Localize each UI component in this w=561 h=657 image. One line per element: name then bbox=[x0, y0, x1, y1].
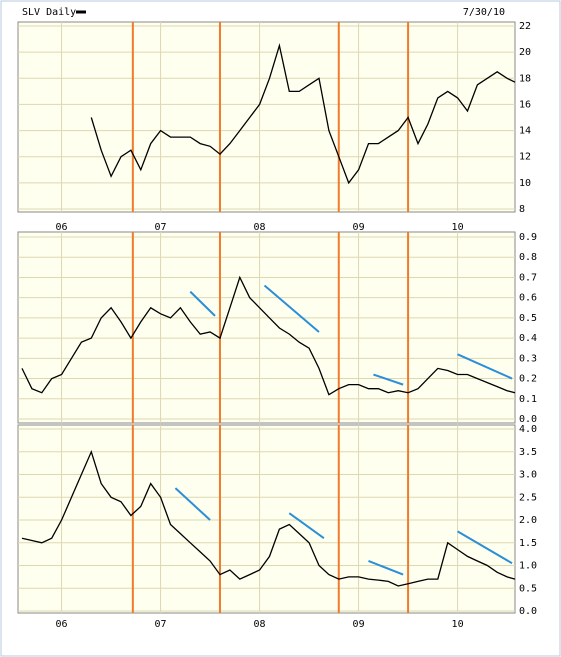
y-tick-label: 0.6 bbox=[519, 293, 537, 304]
x-tick-label: 09 bbox=[353, 222, 365, 233]
x-tick-label: 09 bbox=[353, 619, 365, 630]
y-tick-label: 10 bbox=[519, 178, 531, 189]
chart-subtitle: 7/30/10 bbox=[463, 7, 505, 18]
y-tick-label: 18 bbox=[519, 73, 531, 84]
y-tick-label: 3.0 bbox=[519, 470, 537, 481]
y-tick-label: 22 bbox=[519, 21, 531, 32]
trend-line bbox=[189, 290, 216, 317]
y-tick-label: 0.4 bbox=[519, 333, 537, 344]
y-tick-label: 1.5 bbox=[519, 538, 537, 549]
trend-line bbox=[263, 284, 320, 333]
y-tick-label: 8 bbox=[519, 204, 525, 215]
trend-line bbox=[368, 560, 404, 576]
plot-area bbox=[17, 21, 516, 213]
x-tick-label: 07 bbox=[155, 619, 167, 630]
y-tick-label: 0.7 bbox=[519, 272, 537, 283]
y-tick-label: 2.5 bbox=[519, 492, 537, 503]
x-tick-label: 06 bbox=[56, 222, 68, 233]
y-tick-label: 0.5 bbox=[519, 313, 537, 324]
trend-line bbox=[457, 530, 513, 565]
x-tick-label: 08 bbox=[254, 619, 266, 630]
plot-area bbox=[17, 424, 516, 614]
x-tick-label: 08 bbox=[254, 222, 266, 233]
x-tick-label: 10 bbox=[452, 619, 464, 630]
y-tick-label: 12 bbox=[519, 152, 531, 163]
y-tick-label: 0.1 bbox=[519, 394, 537, 405]
price-line bbox=[90, 43, 516, 185]
y-tick-label: 0.0 bbox=[519, 414, 537, 425]
x-tick-label: 10 bbox=[452, 222, 464, 233]
plot-area bbox=[17, 231, 516, 424]
y-tick-label: 0.0 bbox=[519, 606, 537, 617]
x-tick-label: 07 bbox=[155, 222, 167, 233]
price-line bbox=[21, 275, 516, 396]
chart-title: SLV Daily bbox=[22, 7, 76, 18]
y-tick-label: 0.3 bbox=[519, 353, 537, 364]
price-line bbox=[21, 449, 516, 587]
trend-line bbox=[288, 512, 325, 540]
y-tick-label: 16 bbox=[519, 99, 531, 110]
y-tick-label: 0.2 bbox=[519, 374, 537, 385]
y-tick-label: 4.0 bbox=[519, 424, 537, 435]
y-tick-label: 0.9 bbox=[519, 232, 537, 243]
trend-line bbox=[373, 373, 404, 386]
y-tick-label: 2.0 bbox=[519, 515, 537, 526]
y-tick-label: 0.8 bbox=[519, 252, 537, 263]
trend-line bbox=[174, 487, 211, 521]
trend-line bbox=[457, 353, 513, 380]
y-tick-label: 0.5 bbox=[519, 583, 537, 594]
x-tick-label: 06 bbox=[56, 619, 68, 630]
y-tick-label: 14 bbox=[519, 126, 531, 137]
y-tick-label: 20 bbox=[519, 47, 531, 58]
y-tick-label: 3.5 bbox=[519, 447, 537, 458]
y-tick-label: 1.0 bbox=[519, 561, 537, 572]
